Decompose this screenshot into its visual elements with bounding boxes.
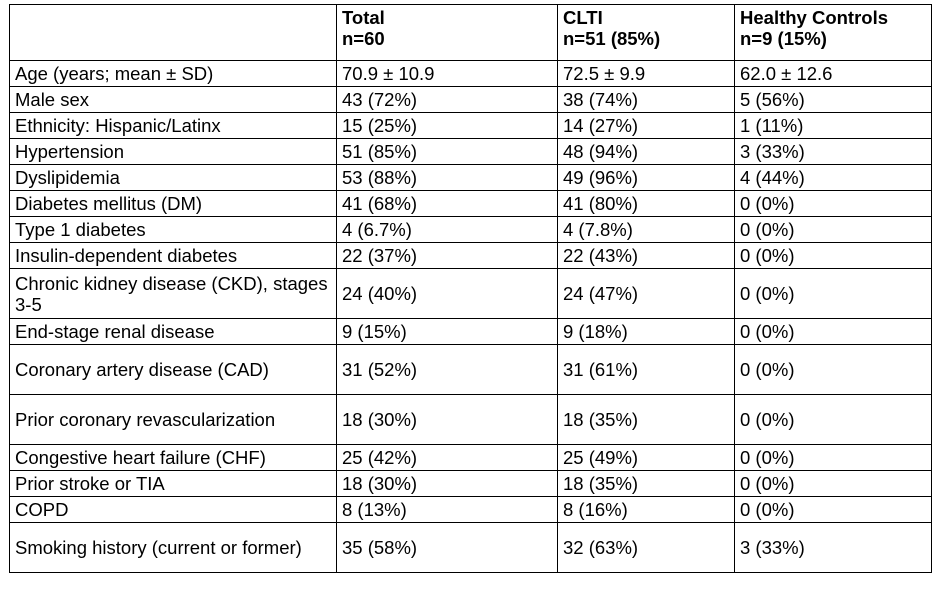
header-clti-count: n=51 (85%) bbox=[563, 28, 661, 49]
total-value-cell: 18 (30%) bbox=[336, 394, 558, 445]
controls-value-cell: 5 (56%) bbox=[734, 86, 932, 113]
table-row: Type 1 diabetes 4 (6.7%) 4 (7.8%) 0 (0%) bbox=[9, 216, 932, 243]
total-value-cell: 9 (15%) bbox=[336, 318, 558, 345]
total-value-cell: 25 (42%) bbox=[336, 444, 558, 471]
clti-value-cell: 24 (47%) bbox=[557, 268, 735, 319]
row-label-cell: Congestive heart failure (CHF) bbox=[9, 444, 337, 471]
row-label-cell: Type 1 diabetes bbox=[9, 216, 337, 243]
controls-value-cell: 0 (0%) bbox=[734, 318, 932, 345]
total-value-cell: 4 (6.7%) bbox=[336, 216, 558, 243]
table-row: Chronic kidney disease (CKD), stages 3-5… bbox=[9, 268, 932, 319]
clti-value-cell: 18 (35%) bbox=[557, 470, 735, 497]
row-label-cell: Male sex bbox=[9, 86, 337, 113]
clti-value-cell: 41 (80%) bbox=[557, 190, 735, 217]
table-row: Prior coronary revascularization 18 (30%)… bbox=[9, 394, 932, 445]
table-row: Insulin-dependent diabetes 22 (37%) 22 (43… bbox=[9, 242, 932, 269]
characteristics-table: Total n=60 CLTI n=51 (85%) Healthy Contr… bbox=[9, 4, 932, 573]
header-total-count: n=60 bbox=[342, 28, 385, 49]
clti-value-cell: 32 (63%) bbox=[557, 522, 735, 573]
total-value-cell: 43 (72%) bbox=[336, 86, 558, 113]
controls-value-cell: 0 (0%) bbox=[734, 216, 932, 243]
clti-value-cell: 72.5 ± 9.9 bbox=[557, 60, 735, 87]
row-label-cell: Chronic kidney disease (CKD), stages 3-5 bbox=[9, 268, 337, 319]
row-label-cell: Diabetes mellitus (DM) bbox=[9, 190, 337, 217]
row-label-cell: Prior stroke or TIA bbox=[9, 470, 337, 497]
row-label-cell: Coronary artery disease (CAD) bbox=[9, 344, 337, 395]
table-row: Congestive heart failure (CHF) 25 (42%) 25… bbox=[9, 444, 932, 471]
controls-value-cell: 0 (0%) bbox=[734, 344, 932, 395]
clti-value-cell: 8 (16%) bbox=[557, 496, 735, 523]
header-controls-count: n=9 (15%) bbox=[740, 28, 827, 49]
controls-value-cell: 0 (0%) bbox=[734, 190, 932, 217]
total-value-cell: 8 (13%) bbox=[336, 496, 558, 523]
header-cell-controls: Healthy Controls n=9 (15%) bbox=[734, 4, 932, 61]
row-label-cell: Hypertension bbox=[9, 138, 337, 165]
controls-value-cell: 0 (0%) bbox=[734, 268, 932, 319]
controls-value-cell: 0 (0%) bbox=[734, 242, 932, 269]
header-controls-title: Healthy Controls bbox=[740, 7, 889, 28]
clti-value-cell: 18 (35%) bbox=[557, 394, 735, 445]
total-value-cell: 53 (88%) bbox=[336, 164, 558, 191]
controls-value-cell: 4 (44%) bbox=[734, 164, 932, 191]
clti-value-cell: 49 (96%) bbox=[557, 164, 735, 191]
header-cell-clti: CLTI n=51 (85%) bbox=[557, 4, 735, 61]
table-row: COPD 8 (13%) 8 (16%) 0 (0%) bbox=[9, 496, 932, 523]
clti-value-cell: 14 (27%) bbox=[557, 112, 735, 139]
total-value-cell: 51 (85%) bbox=[336, 138, 558, 165]
table-row: Diabetes mellitus (DM) 41 (68%) 41 (80%) 0 … bbox=[9, 190, 932, 217]
header-cell-empty bbox=[9, 4, 337, 61]
row-label-cell: Insulin-dependent diabetes bbox=[9, 242, 337, 269]
table-body: Age (years; mean ± SD) 70.9 ± 10.9 72.5 ± … bbox=[9, 60, 932, 573]
row-label-cell: End-stage renal disease bbox=[9, 318, 337, 345]
clti-value-cell: 38 (74%) bbox=[557, 86, 735, 113]
controls-value-cell: 0 (0%) bbox=[734, 394, 932, 445]
table-row: Smoking history (current or former) 35 (5… bbox=[9, 522, 932, 573]
total-value-cell: 18 (30%) bbox=[336, 470, 558, 497]
table-row: Dyslipidemia 53 (88%) 49 (96%) 4 (44%) bbox=[9, 164, 932, 191]
row-label-cell: Dyslipidemia bbox=[9, 164, 337, 191]
total-value-cell: 22 (37%) bbox=[336, 242, 558, 269]
total-value-cell: 24 (40%) bbox=[336, 268, 558, 319]
total-value-cell: 35 (58%) bbox=[336, 522, 558, 573]
row-label-cell: Ethnicity: Hispanic/Latinx bbox=[9, 112, 337, 139]
clti-value-cell: 22 (43%) bbox=[557, 242, 735, 269]
total-value-cell: 41 (68%) bbox=[336, 190, 558, 217]
controls-value-cell: 3 (33%) bbox=[734, 138, 932, 165]
clti-value-cell: 48 (94%) bbox=[557, 138, 735, 165]
controls-value-cell: 0 (0%) bbox=[734, 444, 932, 471]
table-row: End-stage renal disease 9 (15%) 9 (18%) 0 (… bbox=[9, 318, 932, 345]
table-row: Hypertension 51 (85%) 48 (94%) 3 (33%) bbox=[9, 138, 932, 165]
table-row: Prior stroke or TIA 18 (30%) 18 (35%) 0 (0%… bbox=[9, 470, 932, 497]
row-label-cell: COPD bbox=[9, 496, 337, 523]
controls-value-cell: 0 (0%) bbox=[734, 470, 932, 497]
table-row: Age (years; mean ± SD) 70.9 ± 10.9 72.5 ± … bbox=[9, 60, 932, 87]
total-value-cell: 31 (52%) bbox=[336, 344, 558, 395]
header-total-title: Total bbox=[342, 7, 385, 28]
clti-value-cell: 31 (61%) bbox=[557, 344, 735, 395]
clti-value-cell: 9 (18%) bbox=[557, 318, 735, 345]
controls-value-cell: 62.0 ± 12.6 bbox=[734, 60, 932, 87]
controls-value-cell: 1 (11%) bbox=[734, 112, 932, 139]
controls-value-cell: 3 (33%) bbox=[734, 522, 932, 573]
controls-value-cell: 0 (0%) bbox=[734, 496, 932, 523]
clti-value-cell: 25 (49%) bbox=[557, 444, 735, 471]
total-value-cell: 70.9 ± 10.9 bbox=[336, 60, 558, 87]
row-label-cell: Prior coronary revascularization bbox=[9, 394, 337, 445]
row-label-cell: Smoking history (current or former) bbox=[9, 522, 337, 573]
clti-value-cell: 4 (7.8%) bbox=[557, 216, 735, 243]
row-label-cell: Age (years; mean ± SD) bbox=[9, 60, 337, 87]
total-value-cell: 15 (25%) bbox=[336, 112, 558, 139]
table-header-row: Total n=60 CLTI n=51 (85%) Healthy Contr… bbox=[9, 4, 932, 61]
table-row: Male sex 43 (72%) 38 (74%) 5 (56%) bbox=[9, 86, 932, 113]
header-clti-title: CLTI bbox=[563, 7, 603, 28]
table-row: Coronary artery disease (CAD) 31 (52%) 31 … bbox=[9, 344, 932, 395]
table-row: Ethnicity: Hispanic/Latinx 15 (25%) 14 (27… bbox=[9, 112, 932, 139]
header-cell-total: Total n=60 bbox=[336, 4, 558, 61]
